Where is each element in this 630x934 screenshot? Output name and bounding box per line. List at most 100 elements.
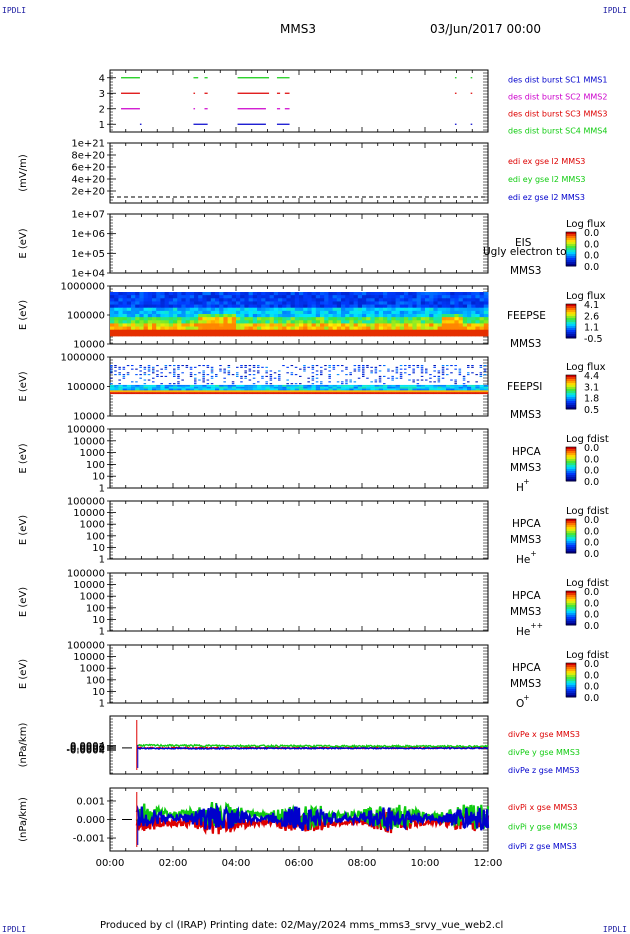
y-tick-label: 10000 [73, 412, 105, 423]
spectrogram-cell [332, 307, 338, 312]
spectrogram-cell [206, 326, 212, 331]
spectrogram-cell [227, 365, 231, 367]
spectrogram-cell [294, 307, 300, 312]
spectrogram-cell [370, 310, 375, 315]
colorbar-swatch [566, 527, 576, 530]
spectrogram-cell [328, 295, 333, 299]
spectrogram-cell [425, 310, 430, 315]
spectrogram-cell [286, 332, 291, 337]
spectrogram-cell [265, 375, 268, 377]
spectrogram-cell [328, 307, 333, 312]
spectrogram-cell [152, 372, 155, 374]
spectrogram-cell [446, 317, 451, 321]
spectrogram-cell [412, 317, 417, 321]
spectrogram-cell [399, 304, 405, 309]
spectrogram-cell [328, 365, 331, 367]
spectrogram-cell [479, 332, 485, 337]
spectrogram-cell [437, 317, 443, 321]
spectrogram-cell [269, 374, 273, 376]
spectrogram-cell [143, 372, 147, 374]
spectrogram-cell [420, 314, 426, 318]
spectrogram-cell [412, 295, 417, 299]
spectrogram-cell [446, 365, 449, 367]
spectrogram-cell [412, 368, 415, 370]
spectrogram-cell [315, 377, 319, 379]
colorbar-swatch [566, 260, 576, 263]
spectrogram-cell [450, 298, 455, 302]
spectrogram-cell [164, 304, 170, 309]
spectrogram-cell [265, 314, 270, 318]
spectrogram-cell [118, 317, 123, 321]
spectrogram-cell [173, 365, 176, 367]
spectrogram-cell [210, 375, 214, 377]
spectrogram-cell [290, 332, 296, 337]
spectrogram-cell [320, 384, 325, 387]
spectrogram-cell [370, 332, 375, 337]
spectrogram-cell [282, 323, 287, 327]
spectrogram-cell [471, 301, 476, 305]
spectrogram-cell [240, 377, 243, 379]
spectrogram-cell [425, 332, 430, 337]
spectrogram-cell [215, 292, 220, 296]
y-tick-label: -0.001 [73, 834, 105, 845]
spectrogram-cell [215, 332, 220, 337]
spectrogram-cell [126, 326, 132, 331]
spectrogram-cell [433, 298, 438, 302]
spectrogram-cell [231, 329, 237, 334]
spectrogram-cell [240, 375, 243, 377]
spectrogram-cell [152, 298, 157, 302]
colorbar-title: Log fdist [566, 578, 609, 589]
spectrogram-cell [483, 307, 489, 312]
colorbar-swatch [566, 262, 576, 265]
spectrogram-cell [152, 329, 157, 334]
spectrogram-cell [303, 332, 308, 337]
colorbar-swatch [566, 599, 576, 602]
spectrogram-cell [475, 392, 480, 395]
spectrogram-cell [244, 377, 247, 379]
spectrogram-cell [135, 329, 140, 334]
spectrogram-cell [248, 384, 254, 387]
spectrogram-cell [315, 320, 321, 324]
spectrogram-cell [168, 386, 174, 389]
spectrogram-cell [404, 298, 409, 302]
colorbar-tick-label: 3.1 [584, 382, 599, 393]
spectrogram-cell [294, 314, 300, 318]
spectrogram-cell [294, 323, 300, 327]
spectrogram-cell [336, 384, 342, 387]
spectrogram-cell [135, 368, 138, 370]
spectrogram-cell [324, 310, 329, 315]
spectrogram-cell [156, 298, 161, 302]
spectrogram-cell [143, 368, 147, 370]
spectrogram-cell [269, 320, 275, 324]
spectrogram-cell [425, 307, 430, 312]
spectrogram-cell [110, 377, 113, 379]
legend-entry: edi ey gse l2 MMS3 [508, 175, 586, 184]
spectrogram-cell [307, 301, 312, 305]
spectrogram-cell [198, 298, 203, 302]
spectrogram-cell [483, 374, 487, 376]
spectrogram-cell [395, 390, 401, 393]
spectrogram-cell [370, 372, 373, 374]
spectrogram-cell [227, 374, 231, 376]
spectrogram-cell [126, 323, 132, 327]
spectrogram-cell [425, 379, 428, 381]
spectrogram-cell [269, 384, 275, 387]
spectrogram-cell [152, 310, 157, 315]
spectrogram-cell [450, 392, 455, 395]
spectrogram-cell [387, 388, 392, 391]
spectrogram-cell [110, 317, 115, 321]
y-tick-label: 10 [92, 615, 105, 626]
spectrogram-cell [458, 332, 464, 337]
spectrogram-cell [261, 292, 266, 296]
spectrogram-cell [458, 295, 464, 299]
spectrogram-cell [387, 332, 392, 337]
spectrogram-cell [110, 320, 115, 324]
spectrogram-cell [122, 326, 128, 331]
spectrogram-cell [202, 370, 205, 372]
spectrogram-cell [320, 374, 323, 376]
spectrogram-cell [173, 332, 178, 337]
spectrogram-cell [458, 317, 464, 321]
colorbar-swatch [566, 541, 576, 544]
spectrogram-cell [353, 323, 359, 327]
